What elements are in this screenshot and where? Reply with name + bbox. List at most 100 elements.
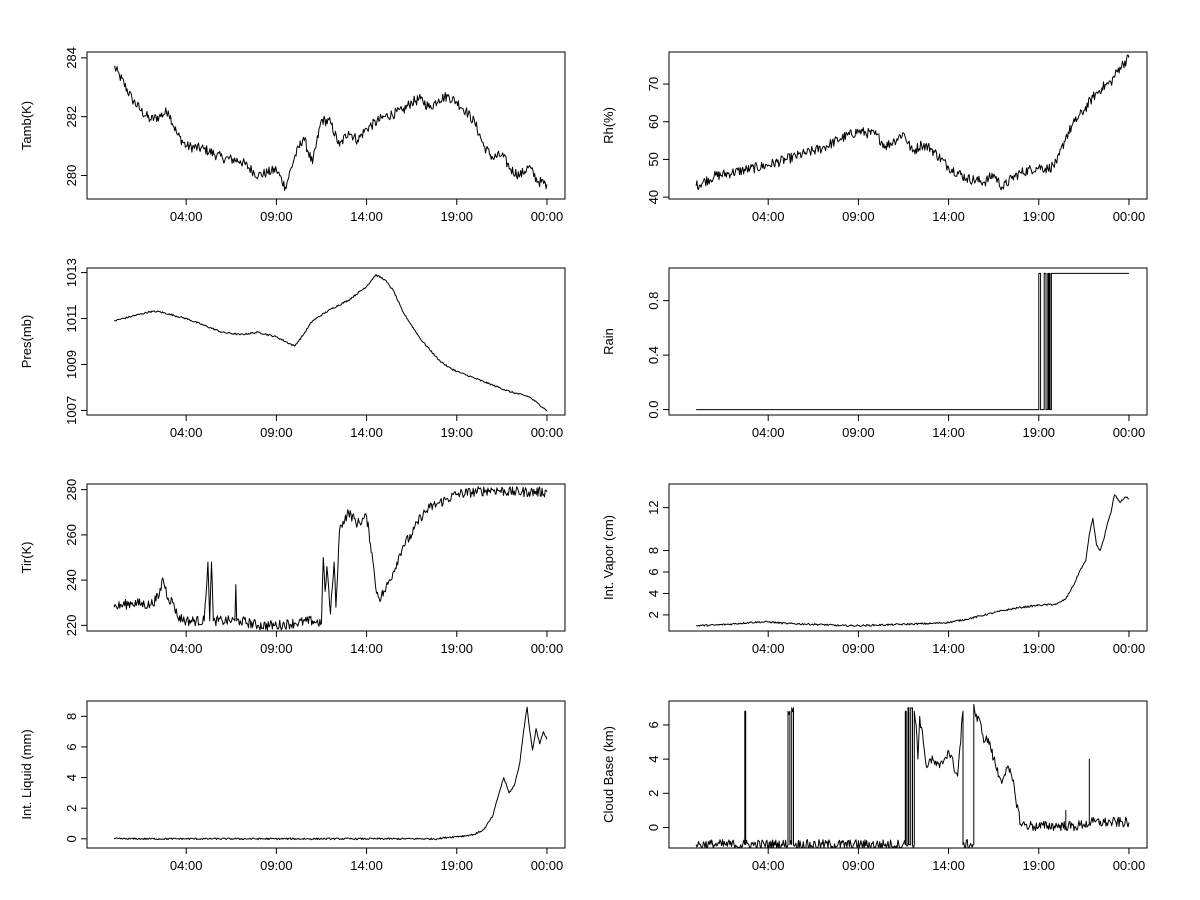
x-tick-label: 14:00 [350,425,383,440]
chart-panel-4: 04:00 09:00 14:00 19:00 00:00 0.0 0.4 0.8 Rain [601,267,1148,440]
y-tick-label: 2 [64,805,79,812]
y-tick-label: 260 [64,524,79,546]
plot-frame [668,700,1148,849]
x-tick-label: 04:00 [170,425,203,440]
y-tick-label: 0.4 [646,346,661,364]
x-tick-label: 19:00 [1023,209,1056,224]
y-axis-label: Rain [601,328,616,355]
series-line [113,486,548,631]
y-tick-label: 220 [64,614,79,636]
y-tick-label: 4 [646,755,661,762]
plot-frame [86,51,566,200]
y-tick-label: 4 [646,590,661,597]
x-tick-label: 04:00 [170,209,203,224]
y-axis-label: Tir(K) [19,541,34,573]
chart-panel-5: 04:00 09:00 14:00 19:00 00:00 220 240 260 280 Tir… [19,479,566,656]
x-tick-label: 19:00 [1023,641,1056,656]
x-tick-label: 04:00 [752,858,785,873]
y-tick-label: 280 [64,165,79,187]
y-tick-label: 8 [646,547,661,554]
y-tick-label: 1011 [64,305,79,333]
x-tick-label: 09:00 [260,209,293,224]
x-tick-label: 19:00 [441,425,474,440]
x-tick-label: 04:00 [170,641,203,656]
x-tick-label: 09:00 [842,641,875,656]
y-axis-label: Tamb(K) [19,101,34,150]
y-tick-label: 0.8 [646,292,661,310]
x-tick-label: 00:00 [531,209,564,224]
plot-frame [668,483,1148,632]
plot-frame [86,267,566,416]
y-axis-label: Cloud Base (km) [601,726,616,823]
y-tick-label: 0 [64,835,79,842]
x-tick-label: 19:00 [1023,858,1056,873]
y-tick-label: 6 [646,568,661,575]
x-tick-label: 04:00 [752,425,785,440]
y-tick-label: 12 [646,500,661,514]
series-line [695,54,1130,191]
x-tick-label: 09:00 [842,209,875,224]
x-tick-label: 04:00 [170,858,203,873]
series-line [695,703,1130,849]
chart-panel-7: 04:00 09:00 14:00 19:00 00:00 0 2 4 6 8 Int. Liqui… [19,700,566,873]
y-tick-label: 2 [646,611,661,618]
x-tick-label: 00:00 [1113,858,1146,873]
y-tick-label: 240 [64,569,79,591]
x-tick-label: 14:00 [932,858,965,873]
y-tick-label: 6 [646,721,661,728]
series-line [113,706,548,841]
x-tick-label: 04:00 [752,209,785,224]
x-tick-label: 00:00 [1113,641,1146,656]
y-axis-label: Int. Liquid (mm) [19,729,34,819]
x-tick-label: 09:00 [842,425,875,440]
plot-frame [668,51,1148,200]
y-axis-label: Pres(mb) [19,315,34,368]
plot-frame [86,700,566,849]
y-tick-label: 50 [646,152,661,166]
y-tick-label: 2 [646,790,661,797]
series-line [696,272,1129,411]
x-tick-label: 09:00 [260,858,293,873]
y-tick-label: 1009 [64,350,79,379]
x-tick-label: 14:00 [350,209,383,224]
x-tick-label: 19:00 [441,641,474,656]
x-tick-label: 14:00 [932,641,965,656]
x-tick-label: 14:00 [350,641,383,656]
y-tick-label: 280 [64,479,79,501]
y-tick-label: 282 [64,106,79,128]
x-tick-label: 04:00 [752,641,785,656]
x-tick-label: 09:00 [842,858,875,873]
x-tick-label: 00:00 [531,425,564,440]
x-tick-label: 00:00 [1113,425,1146,440]
x-tick-label: 14:00 [932,425,965,440]
y-tick-label: 284 [64,47,79,69]
y-tick-label: 8 [64,713,79,720]
plot-frame [86,483,566,632]
y-tick-label: 0.0 [646,401,661,419]
x-tick-label: 14:00 [350,858,383,873]
y-tick-label: 1007 [64,396,79,425]
plot-frame [668,267,1148,416]
x-tick-label: 14:00 [932,209,965,224]
series-line [696,494,1130,627]
y-tick-label: 70 [646,77,661,91]
x-tick-label: 19:00 [441,209,474,224]
series-line [113,274,547,411]
x-tick-label: 00:00 [1113,209,1146,224]
x-tick-label: 19:00 [441,858,474,873]
chart-panel-1: 04:00 09:00 14:00 19:00 00:00 280 282 284 Tamb(K… [19,47,566,224]
y-tick-label: 40 [646,190,661,204]
x-tick-label: 00:00 [531,641,564,656]
chart-panel-6: 04:00 09:00 14:00 19:00 00:00 2 4 6 8 12 Int. Vapo… [601,483,1148,656]
y-tick-label: 4 [64,774,79,781]
y-tick-label: 6 [64,743,79,750]
y-tick-label: 1013 [64,258,79,287]
x-tick-label: 09:00 [260,641,293,656]
y-tick-label: 60 [646,114,661,128]
chart-panel-2: 04:00 09:00 14:00 19:00 00:00 40 50 60 70 Rh(%) [601,51,1148,224]
y-tick-label: 0 [646,824,661,831]
y-axis-label: Int. Vapor (cm) [601,515,616,600]
chart-panel-3: 04:00 09:00 14:00 19:00 00:00 1007 1009 1011 101… [19,258,566,440]
